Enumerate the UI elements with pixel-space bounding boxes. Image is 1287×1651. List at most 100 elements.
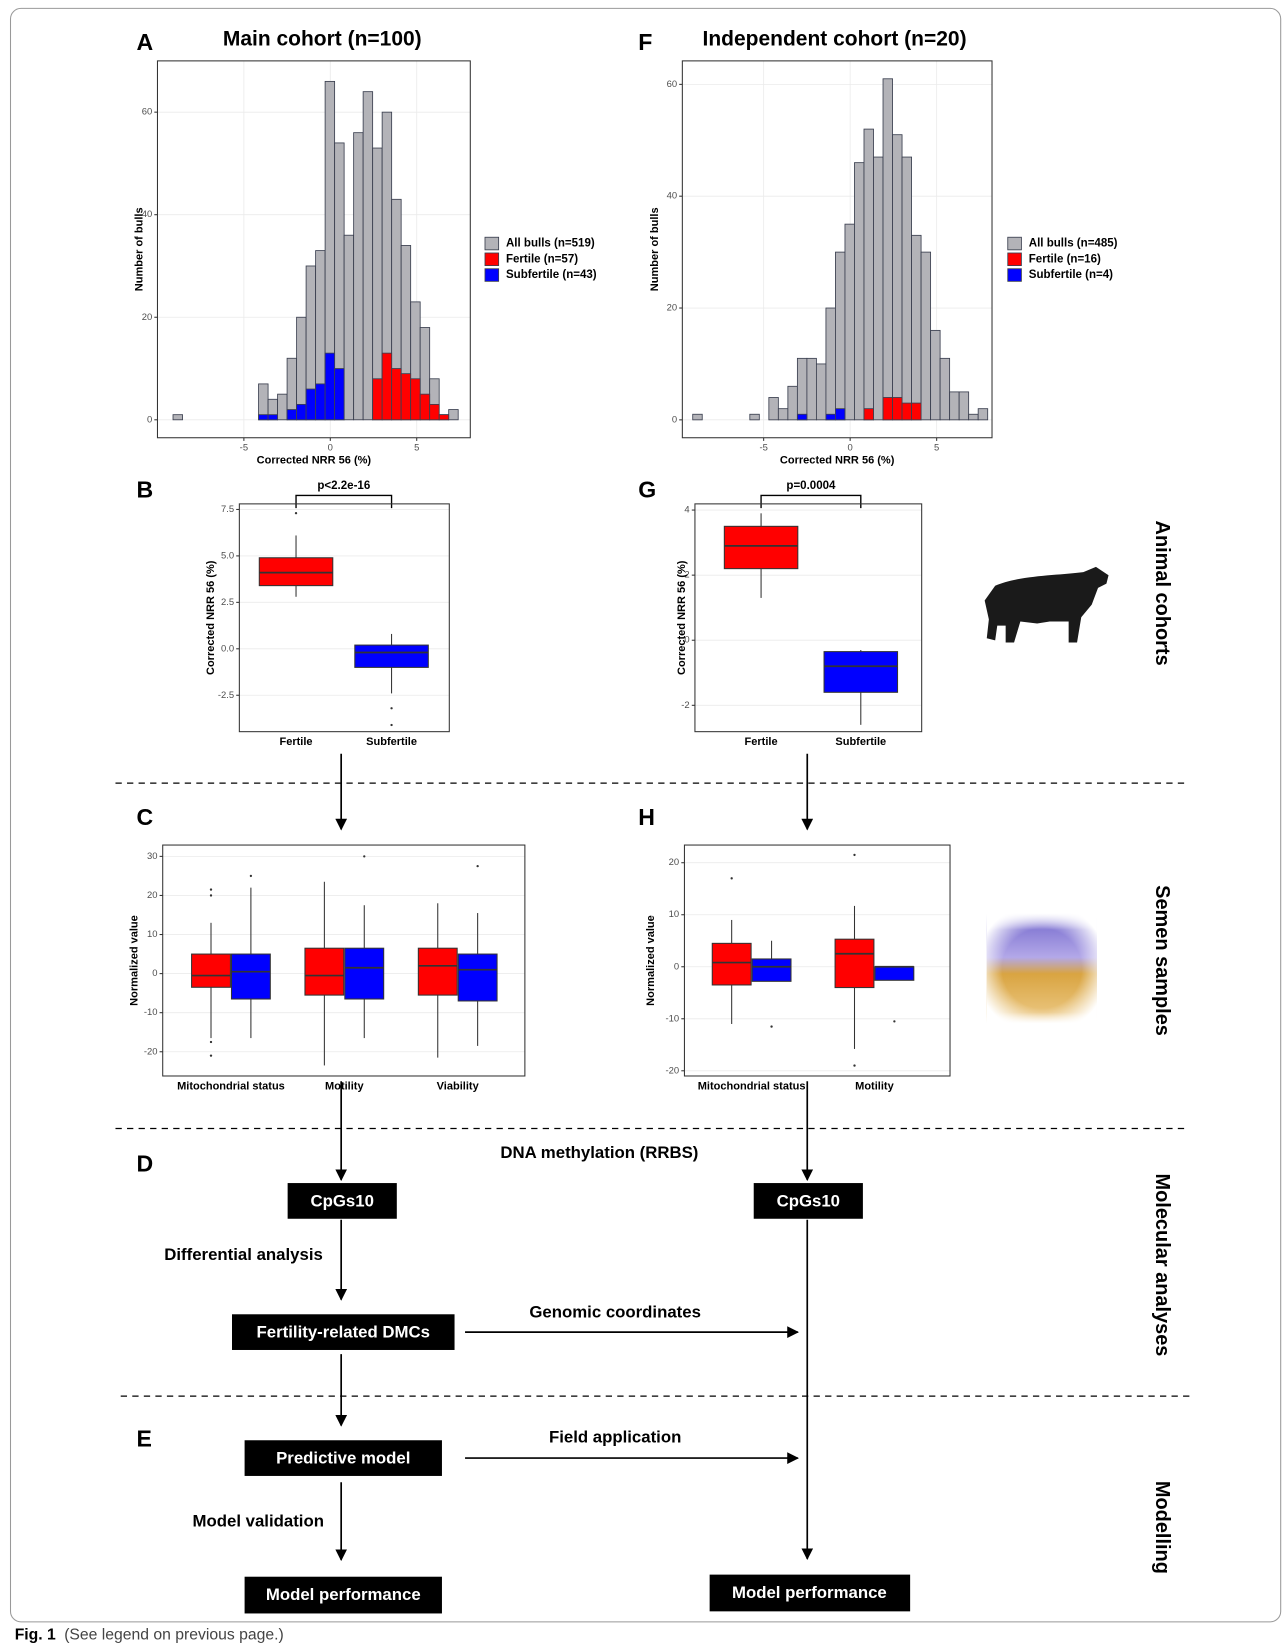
edge-label: Field application: [549, 1428, 681, 1447]
bar: [296, 403, 307, 421]
node-box: [244, 1440, 442, 1476]
box: [723, 525, 799, 570]
outlier: [390, 723, 393, 727]
outlier: [209, 1040, 213, 1044]
bar: [920, 251, 932, 421]
bar: [343, 234, 355, 421]
node: CpGs10: [753, 1183, 863, 1219]
y-tick-label: 10: [147, 929, 158, 940]
plot-background: [239, 503, 450, 732]
outlier: [853, 1064, 856, 1067]
significance-bracket: [760, 494, 862, 509]
bar: [825, 413, 836, 421]
x-tick-label: Mitochondrial status: [177, 1080, 285, 1092]
y-tick-label: 7.5: [221, 504, 234, 515]
node-box: [232, 1314, 455, 1350]
x-tick-label: -5: [240, 443, 248, 454]
node-label: CpGs10: [311, 1191, 374, 1210]
y-axis-label: Number of bulls: [649, 207, 661, 291]
bar: [286, 409, 298, 421]
node-box: [709, 1574, 911, 1612]
box: [344, 947, 385, 1000]
x-tick-label: -5: [759, 443, 767, 454]
x-tick-label: Motility: [325, 1080, 364, 1092]
box: [230, 953, 271, 1000]
x-tick-label: Viability: [437, 1080, 480, 1092]
legend-swatch: [1007, 268, 1022, 282]
bar: [939, 357, 951, 421]
legend-swatch: [1007, 252, 1022, 267]
significance-bracket: [295, 494, 393, 509]
bar: [968, 413, 979, 421]
outlier: [390, 707, 393, 710]
section-label: Animal cohorts: [1151, 521, 1173, 666]
bar: [930, 329, 941, 421]
outlier: [209, 1054, 213, 1057]
y-tick-label: 60: [142, 107, 153, 118]
bar: [815, 363, 827, 421]
bar: [901, 402, 912, 421]
y-tick-label: 0: [672, 414, 677, 425]
bar: [419, 393, 431, 421]
bar: [777, 408, 789, 421]
x-tick-label: Mitochondrial status: [698, 1080, 806, 1092]
panel-label: G: [638, 476, 656, 502]
bar: [949, 391, 960, 421]
bar: [796, 357, 808, 421]
bar: [277, 393, 288, 421]
semen-image: [986, 913, 1097, 1024]
significance-label: p<2.2e-16: [317, 480, 370, 492]
outlier: [249, 874, 253, 878]
y-tick-label: -2: [681, 700, 689, 711]
panel-label: F: [638, 29, 652, 55]
bar: [844, 223, 855, 421]
box: [304, 947, 345, 996]
y-tick-label: 5.0: [221, 550, 234, 561]
y-tick-label: 40: [667, 191, 678, 202]
node: CpGs10: [287, 1183, 397, 1219]
node: Fertility-related DMCs: [232, 1314, 455, 1350]
bar: [863, 408, 874, 421]
y-tick-label: 20: [667, 303, 678, 314]
plot-frame: [683, 844, 951, 1077]
panel-label: E: [136, 1425, 151, 1451]
edge-label: Genomic coordinates: [529, 1303, 701, 1322]
outlier: [730, 877, 733, 880]
box: [457, 953, 498, 1002]
bar: [958, 391, 970, 421]
y-axis-label: Corrected NRR 56 (%): [205, 560, 217, 675]
caption: Fig. 1 (See legend on previous page.): [15, 1627, 284, 1644]
bar: [381, 352, 393, 421]
panel-label: D: [136, 1150, 153, 1176]
y-tick-label: 40: [142, 209, 153, 220]
figure-border: [9, 7, 1282, 1623]
bar: [835, 251, 846, 421]
chart-title: Main cohort (n=100): [223, 27, 422, 50]
x-tick-label: 5: [934, 443, 939, 454]
outlier: [893, 1020, 896, 1023]
bar: [796, 413, 808, 421]
y-axis-label: Number of bulls: [134, 207, 146, 291]
node-label: CpGs10: [777, 1191, 840, 1210]
bar: [892, 397, 903, 421]
edge-label: Model validation: [193, 1512, 324, 1531]
outlier: [363, 855, 366, 858]
panel-label: A: [136, 29, 153, 55]
node: Model performance: [709, 1574, 911, 1612]
panel-label: B: [136, 476, 153, 502]
legend-label: Fertile (n=57): [506, 253, 578, 265]
box: [191, 953, 231, 988]
bar: [362, 91, 374, 421]
y-tick-label: 0: [674, 961, 679, 972]
semen-fade: [986, 913, 1097, 1024]
outlier: [476, 864, 479, 868]
y-axis-label: Corrected NRR 56 (%): [676, 560, 688, 675]
bar: [305, 388, 317, 421]
plot-frame: [694, 503, 923, 733]
bar: [267, 414, 279, 421]
x-tick-label: Fertile: [280, 736, 313, 748]
bar: [806, 357, 817, 421]
bar: [835, 408, 846, 421]
bar: [448, 409, 459, 421]
node-label: Predictive model: [276, 1449, 410, 1468]
